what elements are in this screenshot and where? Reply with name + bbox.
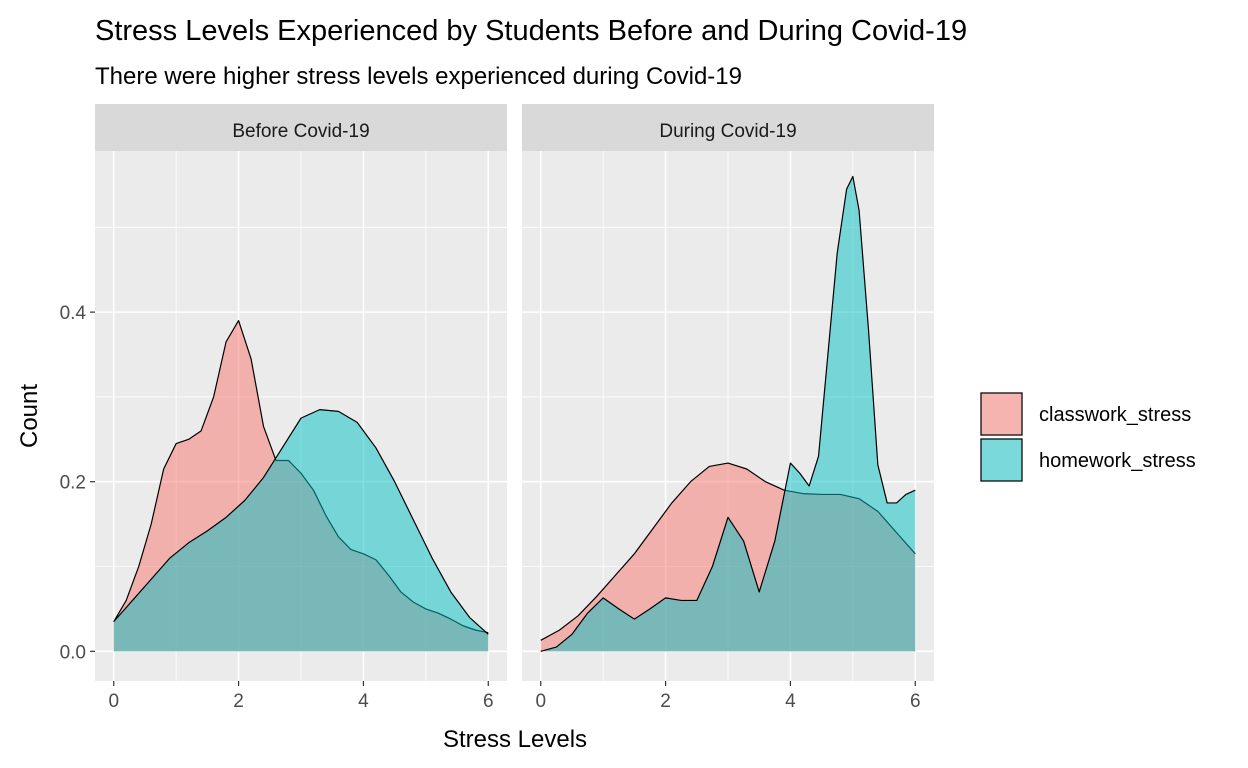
y-tick-label: 0.0 [60, 642, 86, 663]
legend-key-classwork_stress [980, 392, 1023, 436]
x-tick-label: 0 [535, 691, 546, 712]
chart-subtitle: There were higher stress levels experien… [95, 63, 742, 90]
y-tick-label: 0.2 [60, 473, 86, 494]
y-tick-label: 0.4 [60, 303, 87, 324]
legend-label: classwork_stress [1039, 404, 1191, 426]
facet-strip [522, 104, 934, 151]
density-line-homework_stress [113, 409, 489, 635]
x-tick-label: 6 [910, 691, 921, 712]
legend-item: classwork_stress [980, 392, 1191, 436]
facet-strip-label: Before Covid-19 [232, 121, 369, 142]
legend-key-homework_stress [980, 438, 1023, 482]
density-line-homework_stress [540, 175, 916, 652]
facet-panel: During Covid-19 0 2 4 6 [522, 104, 934, 712]
facet-strip-label: During Covid-19 [659, 121, 796, 142]
legend-item: homework_stress [980, 438, 1196, 482]
x-axis-title: Stress Levels [443, 726, 587, 753]
facet-panels: Before Covid-19 0 2 4 6 During Covid-19 0 2 4 6 [95, 104, 934, 712]
x-tick-label: 2 [233, 691, 244, 712]
x-tick-label: 4 [358, 691, 369, 712]
density-area-homework_stress [113, 409, 489, 652]
facet-panel: Before Covid-19 0 2 4 6 [95, 104, 507, 712]
x-tick-label: 2 [660, 691, 671, 712]
chart-title: Stress Levels Experienced by Students Be… [95, 15, 967, 47]
y-axis: 0.0 0.2 0.4 [60, 303, 95, 663]
density-area-homework_stress [540, 176, 916, 652]
legend-label: homework_stress [1039, 450, 1196, 472]
facet-strip [95, 104, 507, 151]
y-axis-title: Count [16, 384, 43, 448]
x-tick-label: 6 [483, 691, 494, 712]
x-tick-label: 0 [108, 691, 119, 712]
x-tick-label: 4 [785, 691, 796, 712]
legend: classwork_stress homework_stress [980, 392, 1196, 482]
